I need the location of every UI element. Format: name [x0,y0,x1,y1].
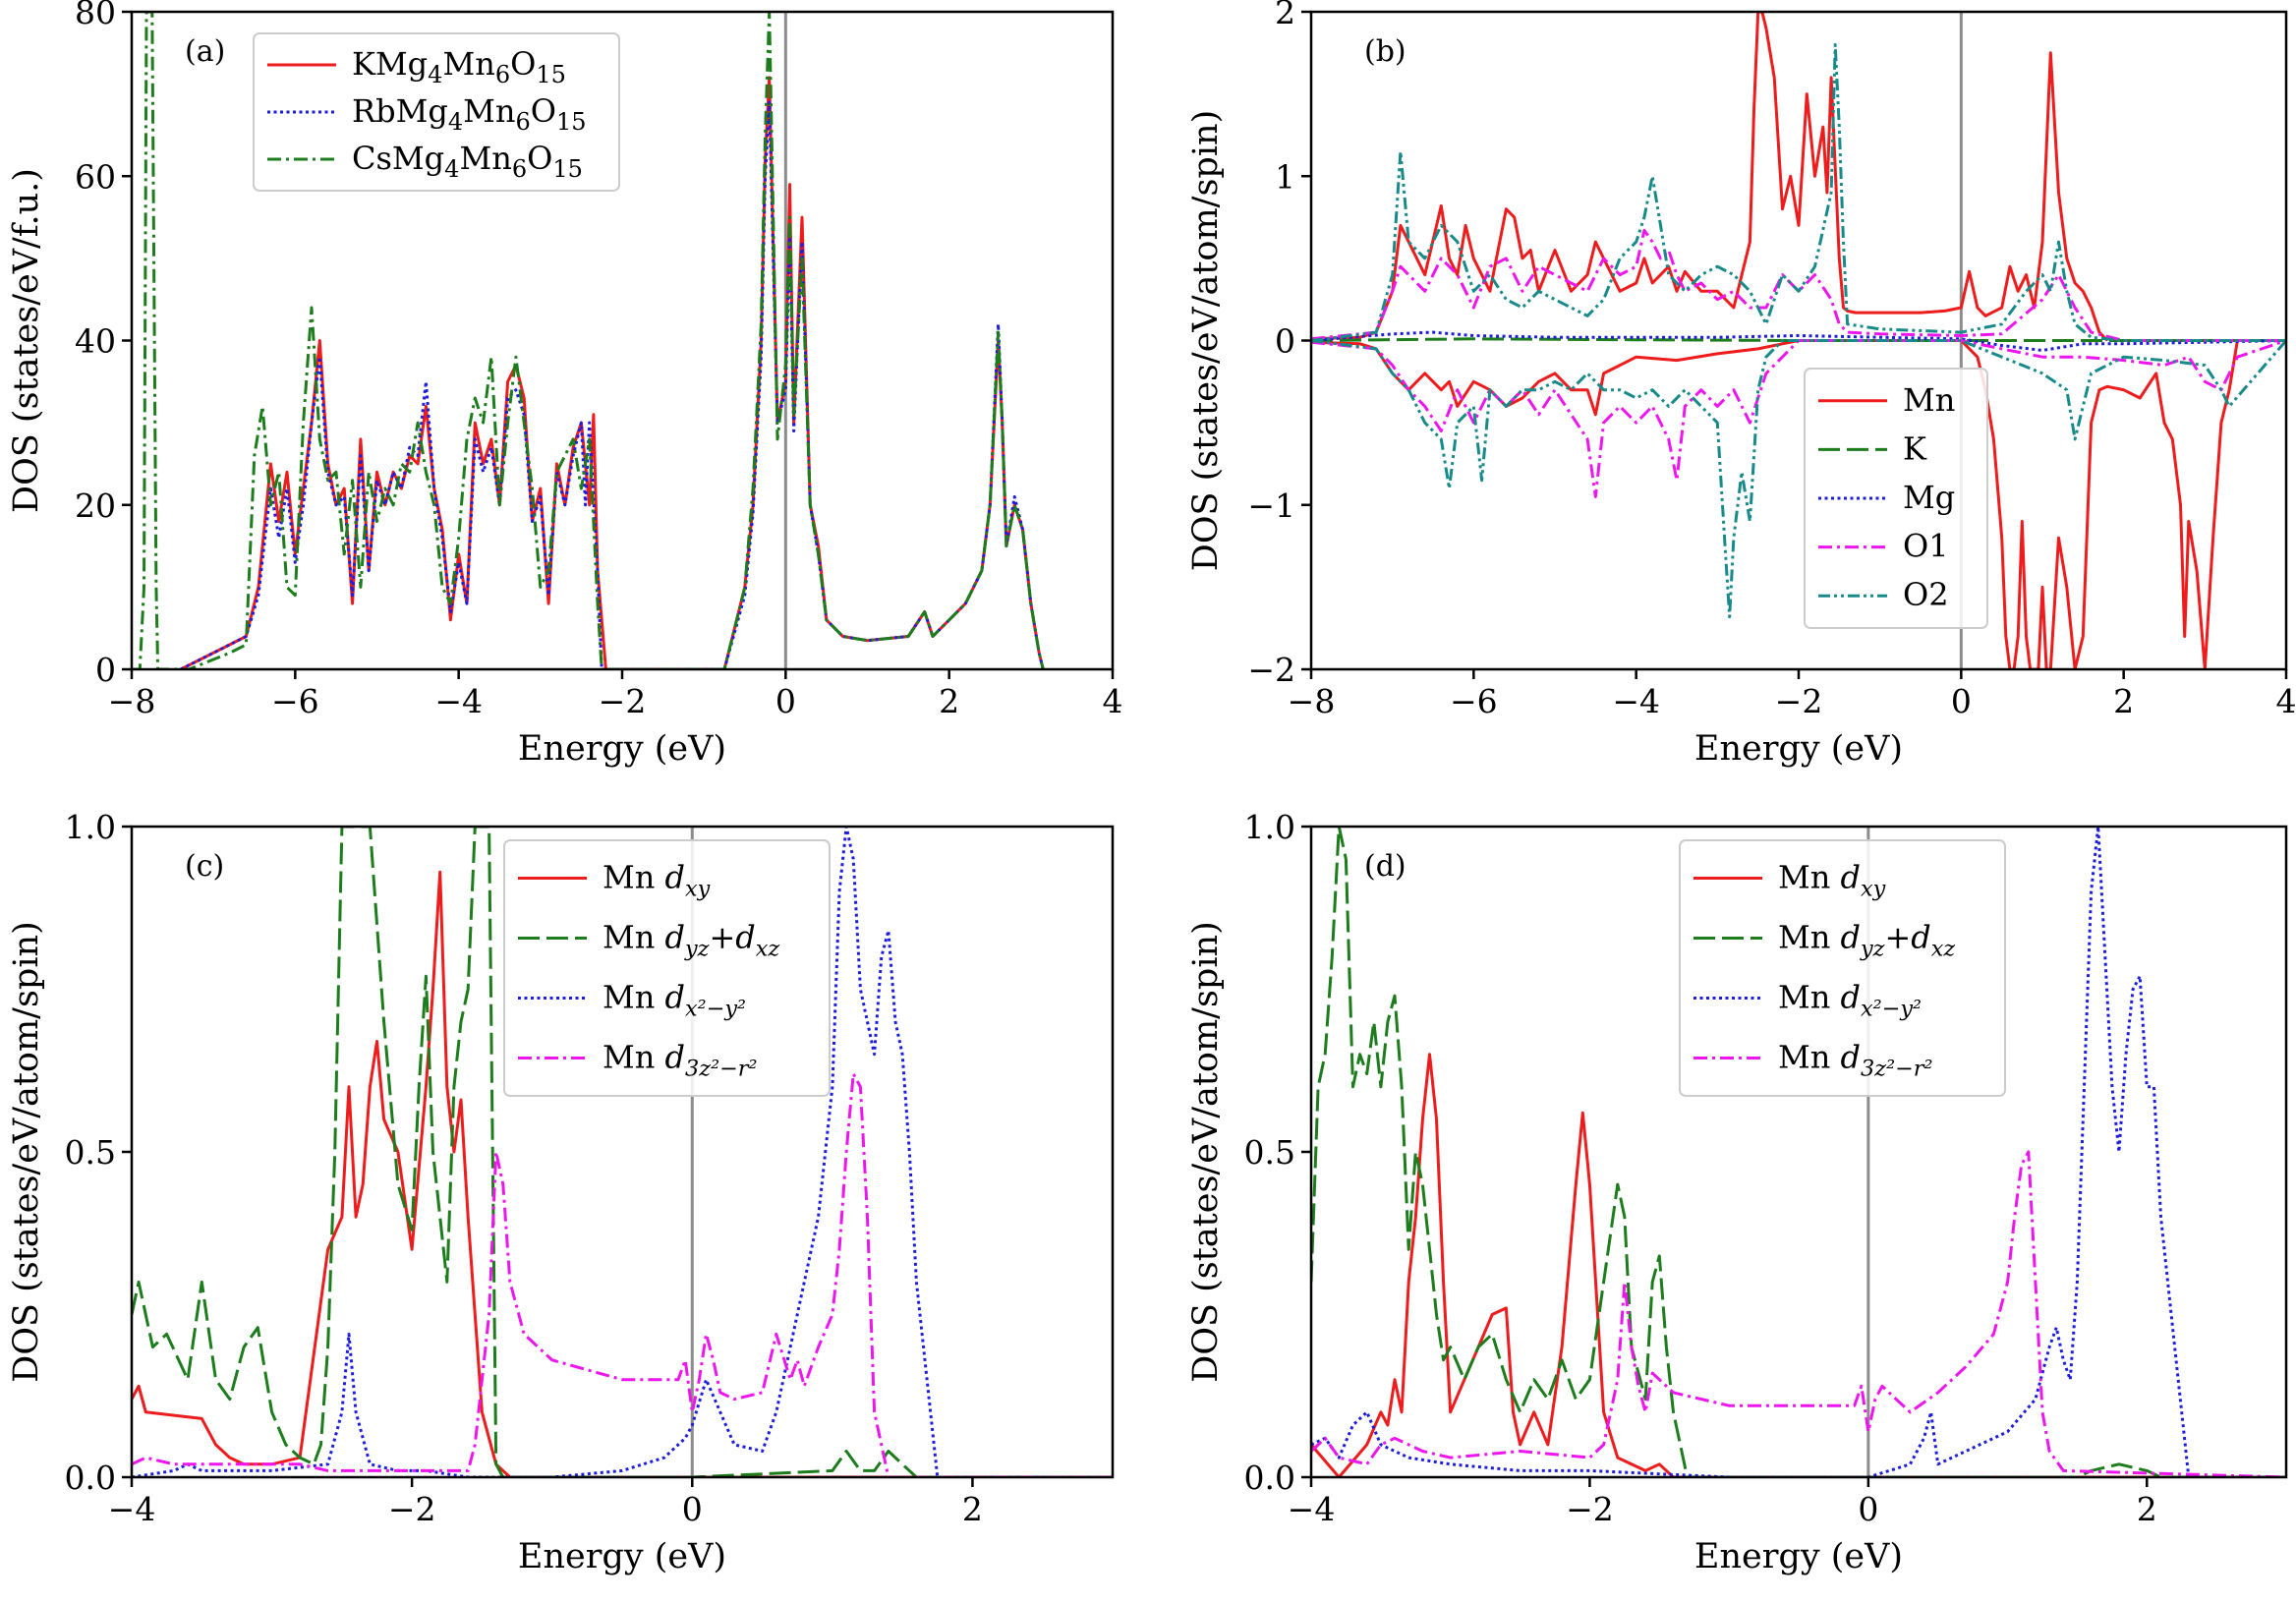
legend-label: Mg [1903,479,1955,516]
legend: Mn dxy Mn dyz+dxz Mn dx²−y² Mn d3z²−r² [503,839,831,1097]
panel-label: (c) [185,849,224,884]
y-tick-label: 0.0 [65,1459,116,1497]
legend-box [253,32,620,192]
legend-label: KMg4Mn6O15 [352,45,566,88]
y-tick-label: 20 [75,487,116,525]
x-tick-label: −4 [434,682,483,720]
y-tick-label: 60 [75,157,116,196]
x-tick-label: −4 [1612,682,1660,720]
x-tick-label: 0 [775,682,796,720]
y-tick-label: 0 [95,651,116,689]
x-tick-label: 2 [939,682,959,720]
legend-label: RbMg4Mn6O15 [352,92,587,136]
series-line-mn-dx2-y2 [1311,827,2286,1477]
series-group [1311,827,2286,1477]
legend-label: Mn d3z²−r² [1778,1039,1933,1082]
y-axis-label: DOS (states/eV/f.u.) [7,168,46,513]
y-tick-label: 1 [1275,157,1295,196]
legend: Mn K Mg O1 O2 [1804,368,1988,629]
y-tick-label: 2 [1275,0,1295,31]
legend-label: CsMg4Mn6O15 [352,140,583,183]
legend-label: Mn dyz+dxz [603,919,779,962]
series-line-mn-dxy [1311,1053,2286,1477]
series-line-mn-dn [1311,339,2239,669]
panel-c: −4 −2 0 2 0.0 0.5 1.0 Energy (eV) DOS (states/eV… [7,808,1115,1576]
panel-label: (d) [1364,849,1406,884]
x-tick-label: −4 [108,1490,156,1528]
y-tick-label: −1 [1247,487,1295,525]
x-tick-label: 0 [1951,682,1972,720]
x-tick-label: 2 [2137,1490,2157,1528]
x-tick-label: 2 [2113,682,2134,720]
legend-label: Mn dxy [1778,859,1886,902]
series-line-mn-d3z2-r2 [132,1072,1113,1477]
series-line-o1-dn [1311,339,2286,498]
x-tick-label: 4 [2276,682,2296,720]
series-group [132,12,1045,669]
x-tick-label: −6 [1450,682,1498,720]
y-axis-label: DOS (states/eV/atom/spin) [1186,921,1226,1382]
y-tick-label: 80 [75,0,116,31]
x-tick-label: −2 [1566,1490,1614,1528]
y-axis-label: DOS (states/eV/atom/spin) [7,921,46,1382]
y-tick-label: 0 [1275,322,1295,361]
legend-label: O1 [1903,528,1949,565]
x-tick-label: −8 [108,682,156,720]
legend: Mn dxy Mn dyz+dxz Mn dx²−y² Mn d3z²−r² [1679,839,2006,1097]
series-line-mn-dxy [132,870,1113,1477]
legend-label: Mn d3z²−r² [603,1039,758,1082]
legend-label: Mn dyz+dxz [1778,919,1955,962]
series-line-o2-dn [1311,339,2286,618]
legend-label: Mn [1903,381,1955,419]
y-tick-label: −2 [1247,651,1295,689]
legend-box [1804,368,1988,629]
x-tick-label: 2 [962,1490,983,1528]
y-tick-label: 1.0 [1244,808,1295,846]
series-line-o2 [1311,43,2286,342]
x-tick-label: −6 [271,682,319,720]
x-tick-label: 0 [1858,1490,1878,1528]
y-tick-label: 0.0 [1244,1459,1295,1497]
legend-label: Mn dx²−y² [1778,979,1922,1022]
x-tick-label: −2 [599,682,647,720]
legend-box [1679,839,2006,1097]
y-tick-label: 0.5 [1244,1133,1295,1172]
y-axis-label: DOS (states/eV/atom/spin) [1186,110,1226,571]
series-line-mn-dyz-dxz [1311,827,2286,1477]
x-axis-label: Energy (eV) [1694,729,1903,769]
y-tick-label: 40 [75,322,116,361]
y-tick-label: 0.5 [65,1133,116,1172]
x-tick-label: −4 [1288,1490,1336,1528]
x-tick-label: 4 [1103,682,1123,720]
series-line-csmg4mn6o15 [132,12,1045,669]
series-line-o1 [1311,228,2286,342]
series-line-mn-d3z2-r2 [1311,1150,2286,1477]
x-tick-label: −2 [388,1490,436,1528]
legend-box [503,839,831,1097]
legend-label: Mn dxy [603,859,711,902]
panel-b: −8 −6 −4 −2 0 2 4 −2 −1 0 1 2 Energy (eV) DOS (states… [1186,0,2296,769]
panel-d: −4 −2 0 2 0.0 0.5 1.0 Energy (eV) DOS (states/eV… [1186,808,2288,1576]
series-line-rbmg4mn6o15 [180,100,1045,669]
y-tick-label: 1.0 [65,808,116,846]
x-axis-label: Energy (eV) [518,1537,726,1576]
x-tick-label: −2 [1775,682,1823,720]
legend-label: Mn dx²−y² [603,979,746,1022]
panel-label: (b) [1364,34,1406,69]
legend-label: K [1903,429,1927,467]
series-line-mn [1311,12,2109,342]
x-tick-label: −8 [1288,682,1336,720]
x-axis-label: Energy (eV) [1694,1537,1903,1576]
panel-label: (a) [185,34,225,69]
series-line-mg [1311,330,2286,352]
x-tick-label: 0 [682,1490,703,1528]
x-axis-label: Energy (eV) [518,729,726,769]
legend-label: O2 [1903,576,1949,613]
series-group [1311,12,2286,669]
